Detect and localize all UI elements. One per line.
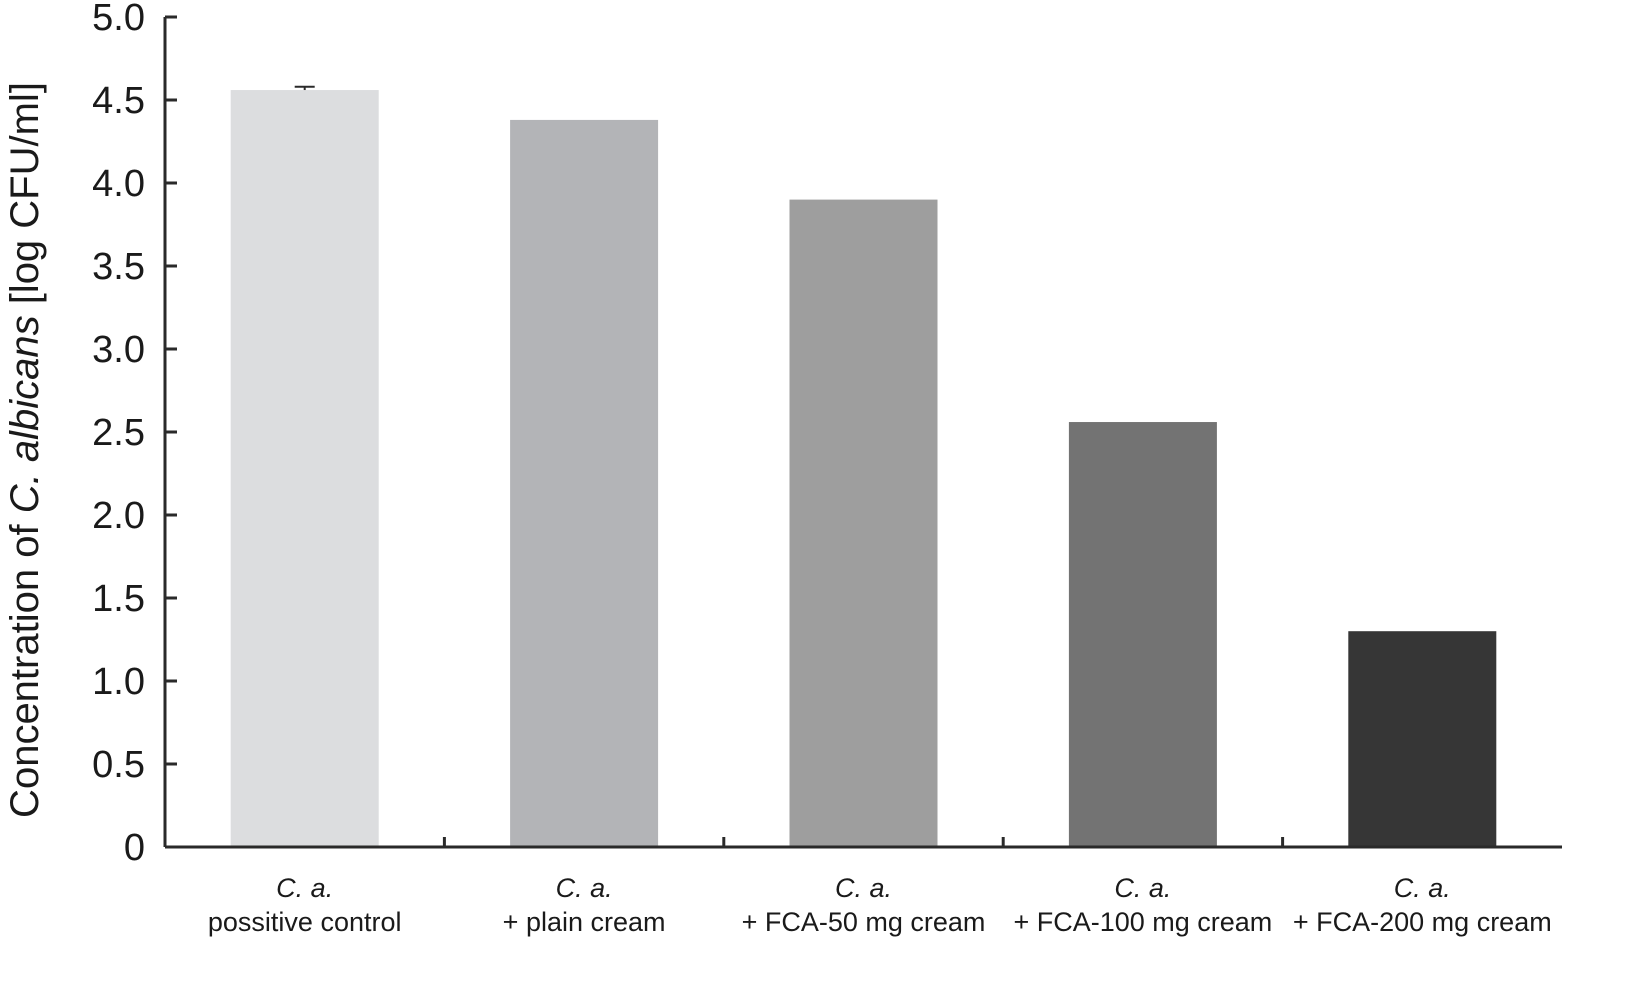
bar xyxy=(510,119,659,848)
y-axis-label-prefix: Concentration of xyxy=(3,513,47,818)
y-tick-label: 1.5 xyxy=(92,578,145,620)
y-tick-label: 4.0 xyxy=(92,163,145,205)
y-tick-label: 0 xyxy=(124,827,145,869)
y-tick-label: 2.5 xyxy=(92,412,145,454)
y-tick-label: 0.5 xyxy=(92,744,145,786)
bar xyxy=(789,199,938,848)
y-tick-label: 1.0 xyxy=(92,661,145,703)
category-label-line2: + plain cream xyxy=(503,907,666,937)
x-axis-ticks xyxy=(442,837,1285,847)
y-axis-ticks: 0 0.5 1.0 1.5 2.0 2.5 3.0 3.5 4.0 4.5 5.0 xyxy=(92,0,177,869)
y-axis-label: Concentration of C. albicans [log CFU/ml… xyxy=(3,82,47,818)
category-label-line2: + FCA-200 mg cream xyxy=(1293,907,1552,937)
y-axis-label-italic: C. albicans xyxy=(3,315,47,513)
category-label-line1: C. a. xyxy=(1114,873,1171,903)
y-tick-label: 4.5 xyxy=(92,80,145,122)
category-label-line1: C. a. xyxy=(1394,873,1451,903)
category-label-line2: + FCA-100 mg cream xyxy=(1013,907,1272,937)
category-label-line1: C. a. xyxy=(276,873,333,903)
y-tick-label: 3.0 xyxy=(92,329,145,371)
bar xyxy=(230,90,379,848)
y-axis-label-suffix: [log CFU/ml] xyxy=(3,82,47,315)
bar xyxy=(1068,422,1217,847)
bar xyxy=(1348,631,1497,847)
y-tick-label: 5.0 xyxy=(92,0,145,39)
y-tick-label: 2.0 xyxy=(92,495,145,537)
category-label-line1: C. a. xyxy=(556,873,613,903)
category-label-line2: possitive control xyxy=(208,907,402,937)
y-tick-label: 3.5 xyxy=(92,246,145,288)
category-label-line2: + FCA-50 mg cream xyxy=(742,907,986,937)
category-labels: C. a. possitive control C. a. + plain cream… xyxy=(208,873,1552,937)
category-label-line1: C. a. xyxy=(835,873,892,903)
bars xyxy=(230,85,1497,848)
